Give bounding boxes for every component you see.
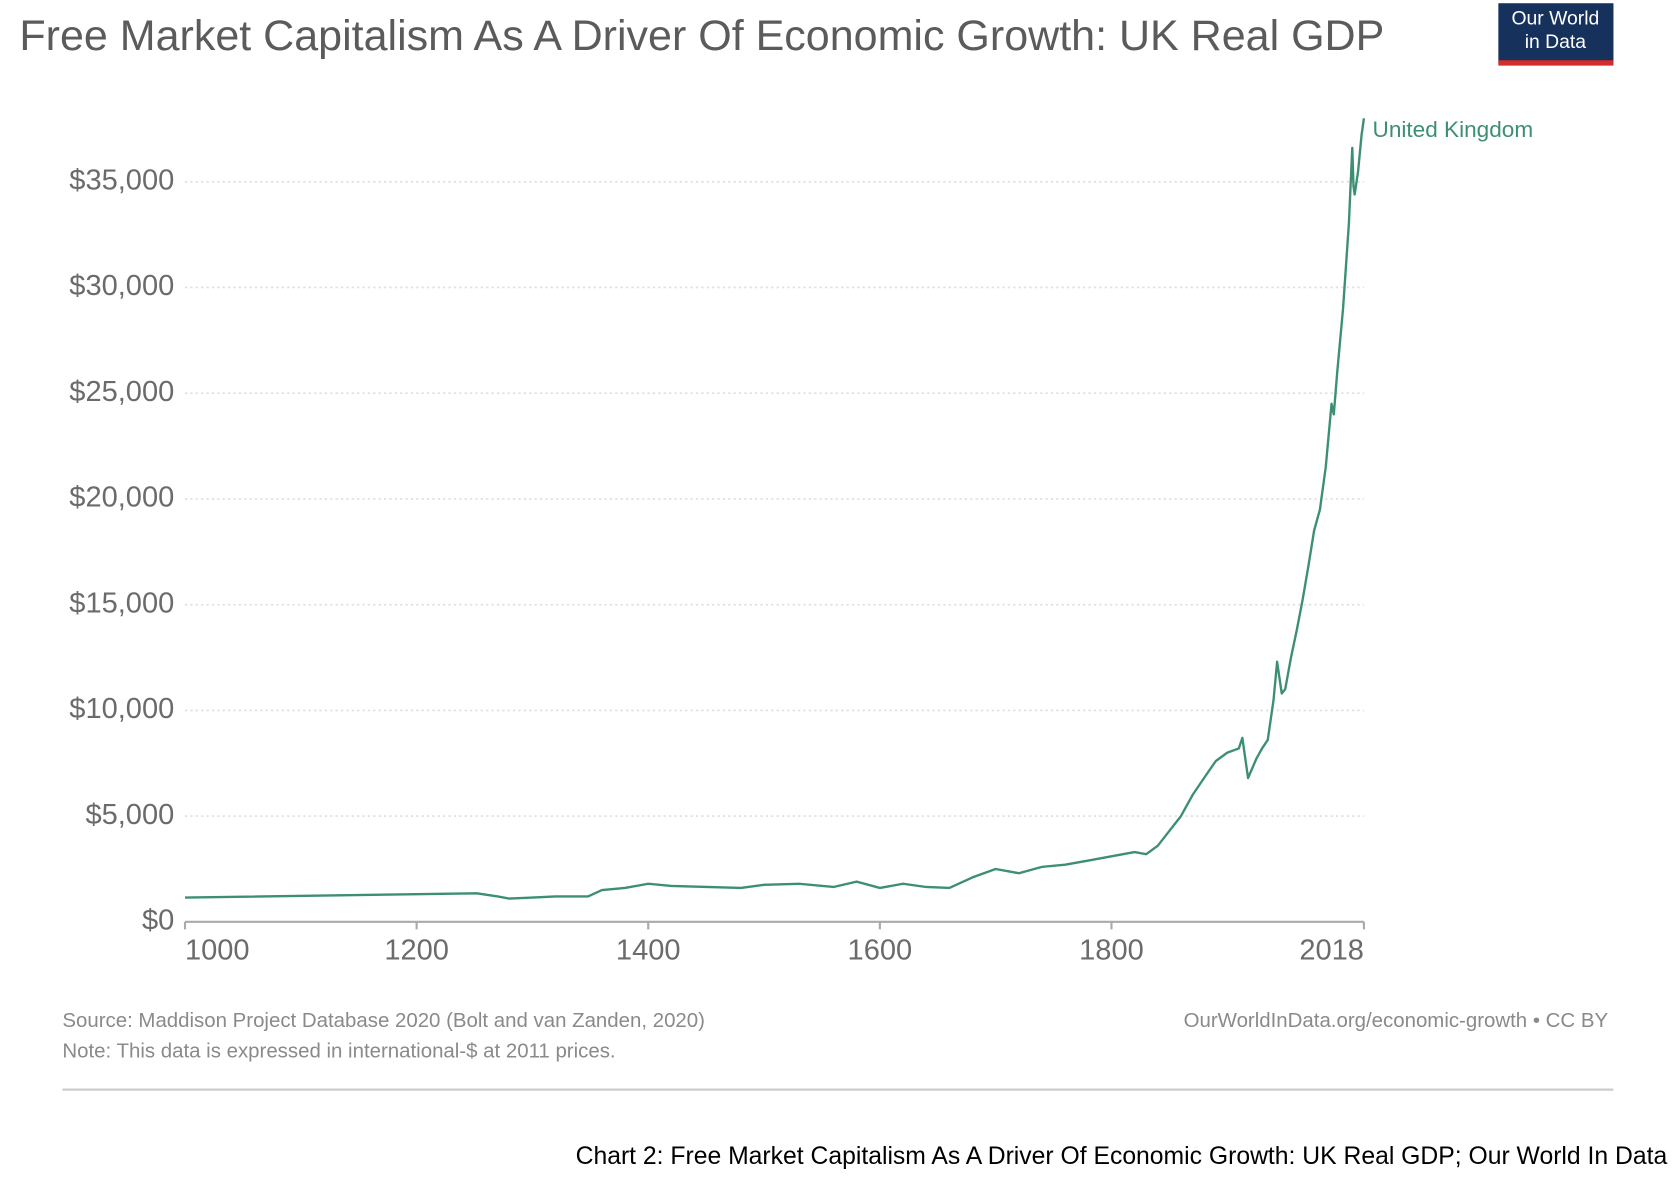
y-tick-label: $5,000 bbox=[85, 799, 174, 831]
logo-text: Our World bbox=[1511, 7, 1599, 29]
y-tick-label: $10,000 bbox=[69, 693, 174, 725]
y-tick-label: $25,000 bbox=[69, 376, 174, 408]
attribution: OurWorldInData.org/economic-growth • CC … bbox=[1184, 1010, 1609, 1032]
x-tick-label: 2018 bbox=[1299, 935, 1364, 967]
series-line bbox=[184, 118, 1366, 900]
caption: Chart 2: Free Market Capitalism As A Dri… bbox=[576, 1143, 1668, 1170]
y-tick-label: $30,000 bbox=[69, 270, 174, 302]
logo-box bbox=[1498, 3, 1614, 64]
y-tick-label: $20,000 bbox=[69, 482, 174, 514]
x-tick-label: 1600 bbox=[848, 935, 913, 967]
logo-text: in Data bbox=[1525, 31, 1587, 53]
x-tick-label: 1000 bbox=[185, 935, 250, 967]
chart-title: Free Market Capitalism As A Driver Of Ec… bbox=[19, 12, 1384, 60]
series-label: United Kingdom bbox=[1373, 117, 1534, 142]
y-tick-label: $35,000 bbox=[69, 164, 174, 196]
source: Source: Maddison Project Database 2020 (… bbox=[62, 1010, 705, 1032]
x-tick-label: 1400 bbox=[616, 935, 681, 967]
note: Note: This data is expressed in internat… bbox=[62, 1040, 615, 1062]
logo-bar bbox=[1498, 60, 1614, 66]
x-tick-label: 1200 bbox=[384, 935, 449, 967]
x-tick-label: 1800 bbox=[1079, 935, 1144, 967]
y-tick-label: $0 bbox=[142, 905, 174, 937]
y-tick-label: $15,000 bbox=[69, 587, 174, 619]
